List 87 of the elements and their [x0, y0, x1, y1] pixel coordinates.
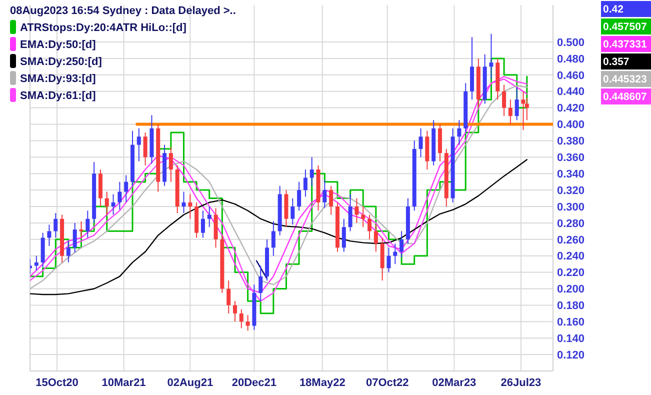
candlestick	[239, 308, 244, 329]
text: 0.457507	[603, 21, 647, 33]
x-tick-label: 18May22	[299, 377, 346, 389]
text: 0.42	[603, 4, 624, 16]
x-tick-label: 10Mar21	[102, 377, 146, 389]
text: 0.357	[603, 56, 630, 68]
candlestick	[111, 194, 116, 216]
y-tick-label: 0.320	[557, 184, 585, 197]
candlestick	[86, 210, 90, 238]
candlestick	[374, 224, 378, 252]
candlestick	[118, 181, 122, 210]
candlestick	[303, 168, 308, 198]
candlestick	[66, 240, 70, 263]
y-tick-label: 0.180	[557, 300, 585, 312]
candlestick	[47, 224, 52, 246]
y-tick-label: 0.420	[557, 102, 585, 115]
y-tick-label: 0.220	[557, 267, 585, 280]
candlestick	[54, 212, 58, 238]
candlestick	[143, 132, 148, 166]
candlestick	[329, 185, 334, 216]
x-tick-label: 15Oct20	[36, 377, 78, 389]
y-tick-label: 0.160	[557, 316, 585, 328]
candlestick	[348, 194, 352, 232]
candlestick	[457, 120, 462, 146]
y-tick-label: 0.360	[557, 152, 585, 164]
legend-label: ATRStops:Dy:20:4ATR HiLo::[d]	[20, 22, 187, 34]
candlestick	[188, 194, 192, 220]
candlestick	[400, 230, 404, 258]
line-series	[30, 159, 528, 296]
candlestick	[342, 218, 346, 252]
candlestick	[310, 156, 314, 186]
candlestick	[290, 198, 295, 226]
y-tick-label: 0.260	[557, 234, 585, 246]
y-tick-label: 0.400	[557, 119, 585, 132]
candlestick	[182, 191, 186, 214]
y-tick-label: 0.460	[557, 70, 585, 82]
candlestick	[168, 146, 173, 182]
candlestick	[207, 206, 212, 228]
legend-label: SMA:Dy:250:[d]	[20, 56, 102, 68]
candlestick	[72, 222, 77, 254]
candlestick	[514, 86, 519, 121]
candlestick	[361, 206, 366, 228]
candlestick	[34, 255, 38, 272]
candlestick	[502, 84, 506, 117]
x-tick-label: 02Mar23	[432, 377, 476, 389]
candlestick	[508, 99, 512, 125]
legend-label: EMA:Dy:50:[d]	[20, 39, 96, 51]
legend-label: SMA:Dy:93:[d]	[20, 73, 96, 85]
candlestick	[104, 191, 109, 216]
y-tick-label: 0.300	[557, 201, 585, 214]
candlestick	[489, 33, 494, 80]
candlestick	[271, 220, 276, 256]
y-tick-label: 0.340	[557, 168, 585, 180]
chart-title: 08Aug2023 16:54 Sydney : Data Delayed >..	[10, 5, 236, 17]
candlestick	[354, 198, 359, 224]
text: 0.448607	[603, 91, 647, 103]
text: 0.437331	[603, 38, 647, 50]
x-tick-label: 07Oct22	[366, 377, 409, 389]
candlestick	[322, 180, 327, 209]
candlestick	[386, 247, 391, 273]
candlestick	[246, 314, 250, 332]
candlestick	[136, 128, 141, 162]
y-tick-label: 0.140	[557, 332, 585, 345]
candlestick	[297, 181, 302, 212]
y-tick-label: 0.440	[557, 86, 585, 98]
x-tick-label: 02Aug21	[167, 377, 214, 389]
candlestick	[226, 280, 231, 314]
legend-label: SMA:Dy:61:[d]	[20, 90, 96, 102]
candlestick	[393, 243, 398, 265]
candlestick	[258, 265, 263, 302]
x-tick-label: 26Jul23	[500, 377, 542, 389]
x-tick-label: 20Dec21	[232, 377, 277, 389]
y-tick-label: 0.120	[557, 349, 585, 362]
candlestick	[368, 214, 372, 240]
candlestick	[124, 174, 128, 203]
candlestick	[200, 210, 205, 238]
y-tick-label: 0.240	[557, 250, 585, 263]
y-tick-label: 0.200	[557, 284, 585, 296]
text: 0.445323	[603, 74, 647, 86]
y-tick-label: 0.480	[557, 53, 585, 66]
y-tick-label: 0.500	[557, 36, 585, 49]
candlestick	[418, 128, 423, 158]
y-tick-label: 0.280	[557, 218, 585, 230]
candlestick	[521, 90, 526, 131]
candlestick	[232, 300, 237, 322]
candlestick	[79, 220, 84, 238]
y-tick-label: 0.380	[557, 136, 585, 148]
